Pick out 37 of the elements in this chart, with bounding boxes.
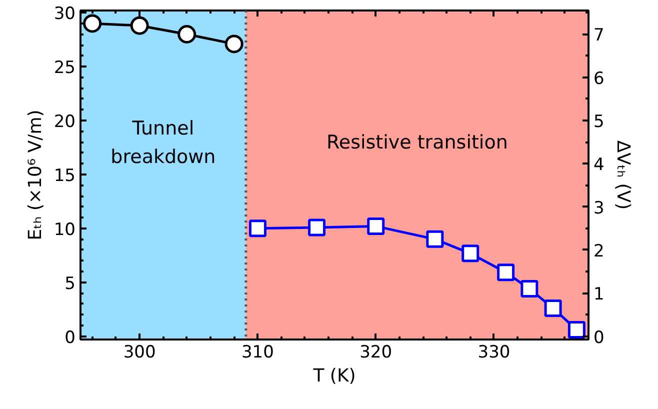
y-tick-label: 5 bbox=[64, 274, 76, 294]
y2-tick-label: 0 bbox=[594, 328, 604, 348]
y2-tick-label: 1 bbox=[594, 284, 604, 305]
point bbox=[426, 230, 444, 248]
band-label: Tunnel breakdown bbox=[110, 117, 216, 168]
y2-tick-label: 5 bbox=[594, 112, 604, 132]
y2-tick-label: 7 bbox=[594, 26, 604, 46]
point bbox=[248, 220, 266, 238]
x-axis-title: T (K) bbox=[312, 366, 356, 386]
y2-tick-label: 4 bbox=[594, 155, 604, 176]
y2-tick-label: 3 bbox=[594, 198, 604, 218]
x-tick-label: 320 bbox=[360, 342, 392, 362]
y-tick-label: 0 bbox=[64, 328, 76, 348]
y-tick-label: 15 bbox=[54, 166, 76, 186]
point bbox=[544, 299, 562, 317]
point bbox=[462, 244, 480, 262]
y-axis-title: Eₜₕ (×10⁶ V/m) bbox=[24, 110, 46, 240]
point bbox=[568, 321, 586, 339]
y-tick-label: 20 bbox=[54, 112, 76, 132]
point bbox=[83, 14, 102, 33]
y-tick-label: 30 bbox=[54, 4, 76, 24]
point bbox=[178, 24, 196, 44]
point bbox=[367, 217, 385, 235]
band-label: Resistive transition bbox=[326, 132, 508, 154]
y2-axis-title: ΔVₜₕ (V) bbox=[612, 140, 634, 210]
x-tick-label: 310 bbox=[241, 342, 274, 362]
point bbox=[497, 264, 515, 282]
x-tick-label: 300 bbox=[123, 342, 156, 362]
point bbox=[224, 34, 244, 54]
y-tick-label: 10 bbox=[54, 220, 76, 240]
y2-tick-label: 2 bbox=[594, 241, 604, 262]
point bbox=[520, 280, 538, 298]
point bbox=[130, 16, 149, 35]
y2-tick-label: 6 bbox=[594, 68, 604, 89]
point bbox=[308, 218, 326, 236]
y-tick-label: 25 bbox=[54, 58, 76, 78]
x-tick-label: 330 bbox=[478, 342, 510, 362]
